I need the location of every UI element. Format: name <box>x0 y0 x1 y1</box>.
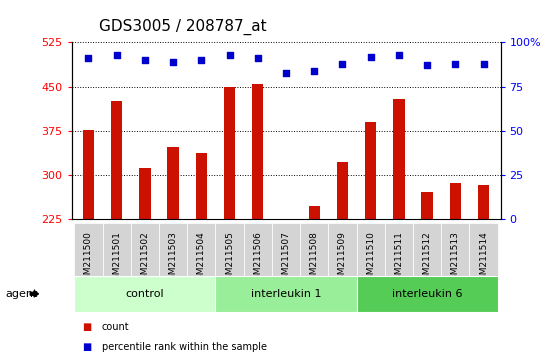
Point <box>310 68 318 74</box>
Bar <box>337 162 348 219</box>
Text: GSM211507: GSM211507 <box>282 231 290 286</box>
Text: count: count <box>102 322 129 332</box>
Point <box>169 59 178 65</box>
Bar <box>216 276 356 312</box>
Bar <box>131 223 159 276</box>
Text: GSM211502: GSM211502 <box>140 231 150 286</box>
Bar <box>300 223 328 276</box>
Point <box>366 54 375 59</box>
Text: GSM211514: GSM211514 <box>479 231 488 286</box>
Point <box>451 61 460 67</box>
Bar <box>74 276 216 312</box>
Bar <box>167 147 179 219</box>
Text: GSM211501: GSM211501 <box>112 231 121 286</box>
Bar <box>139 167 151 219</box>
Text: GSM211509: GSM211509 <box>338 231 347 286</box>
Text: percentile rank within the sample: percentile rank within the sample <box>102 342 267 352</box>
Bar <box>356 223 385 276</box>
Text: GSM211508: GSM211508 <box>310 231 318 286</box>
Text: interleukin 6: interleukin 6 <box>392 289 463 299</box>
Bar <box>111 101 122 219</box>
Bar <box>224 87 235 219</box>
Bar <box>385 223 413 276</box>
Bar <box>187 223 216 276</box>
Bar <box>196 153 207 219</box>
Text: GSM211504: GSM211504 <box>197 231 206 286</box>
Text: GSM211510: GSM211510 <box>366 231 375 286</box>
Bar <box>244 223 272 276</box>
Bar <box>441 223 470 276</box>
Bar <box>393 98 405 219</box>
Bar <box>413 223 441 276</box>
Text: GSM211503: GSM211503 <box>169 231 178 286</box>
Bar <box>309 206 320 219</box>
Point <box>254 56 262 61</box>
Point <box>140 57 149 63</box>
Text: GSM211506: GSM211506 <box>254 231 262 286</box>
Bar <box>450 183 461 219</box>
Bar <box>421 192 433 219</box>
Bar <box>83 130 94 219</box>
Text: GSM211513: GSM211513 <box>451 231 460 286</box>
Text: GSM211500: GSM211500 <box>84 231 93 286</box>
Bar <box>102 223 131 276</box>
Text: GDS3005 / 208787_at: GDS3005 / 208787_at <box>99 19 267 35</box>
Point <box>225 52 234 58</box>
Bar <box>252 84 263 219</box>
Point <box>479 61 488 67</box>
Text: agent: agent <box>6 289 38 299</box>
Point <box>197 57 206 63</box>
Point <box>112 52 121 58</box>
Text: GSM211512: GSM211512 <box>422 231 432 286</box>
Text: GSM211505: GSM211505 <box>225 231 234 286</box>
Bar <box>74 223 102 276</box>
Bar <box>216 223 244 276</box>
Bar <box>272 223 300 276</box>
Text: ■: ■ <box>82 322 92 332</box>
Bar <box>280 219 292 221</box>
Text: ■: ■ <box>82 342 92 352</box>
Bar <box>356 276 498 312</box>
Bar <box>328 223 356 276</box>
Point <box>423 63 432 68</box>
Bar <box>478 185 489 219</box>
Text: control: control <box>125 289 164 299</box>
Text: interleukin 1: interleukin 1 <box>251 289 321 299</box>
Bar <box>470 223 498 276</box>
Point <box>282 70 290 75</box>
Bar <box>159 223 187 276</box>
Bar <box>365 122 376 219</box>
Text: GSM211511: GSM211511 <box>394 231 403 286</box>
Point <box>84 56 93 61</box>
Point <box>338 61 347 67</box>
Point <box>394 52 403 58</box>
